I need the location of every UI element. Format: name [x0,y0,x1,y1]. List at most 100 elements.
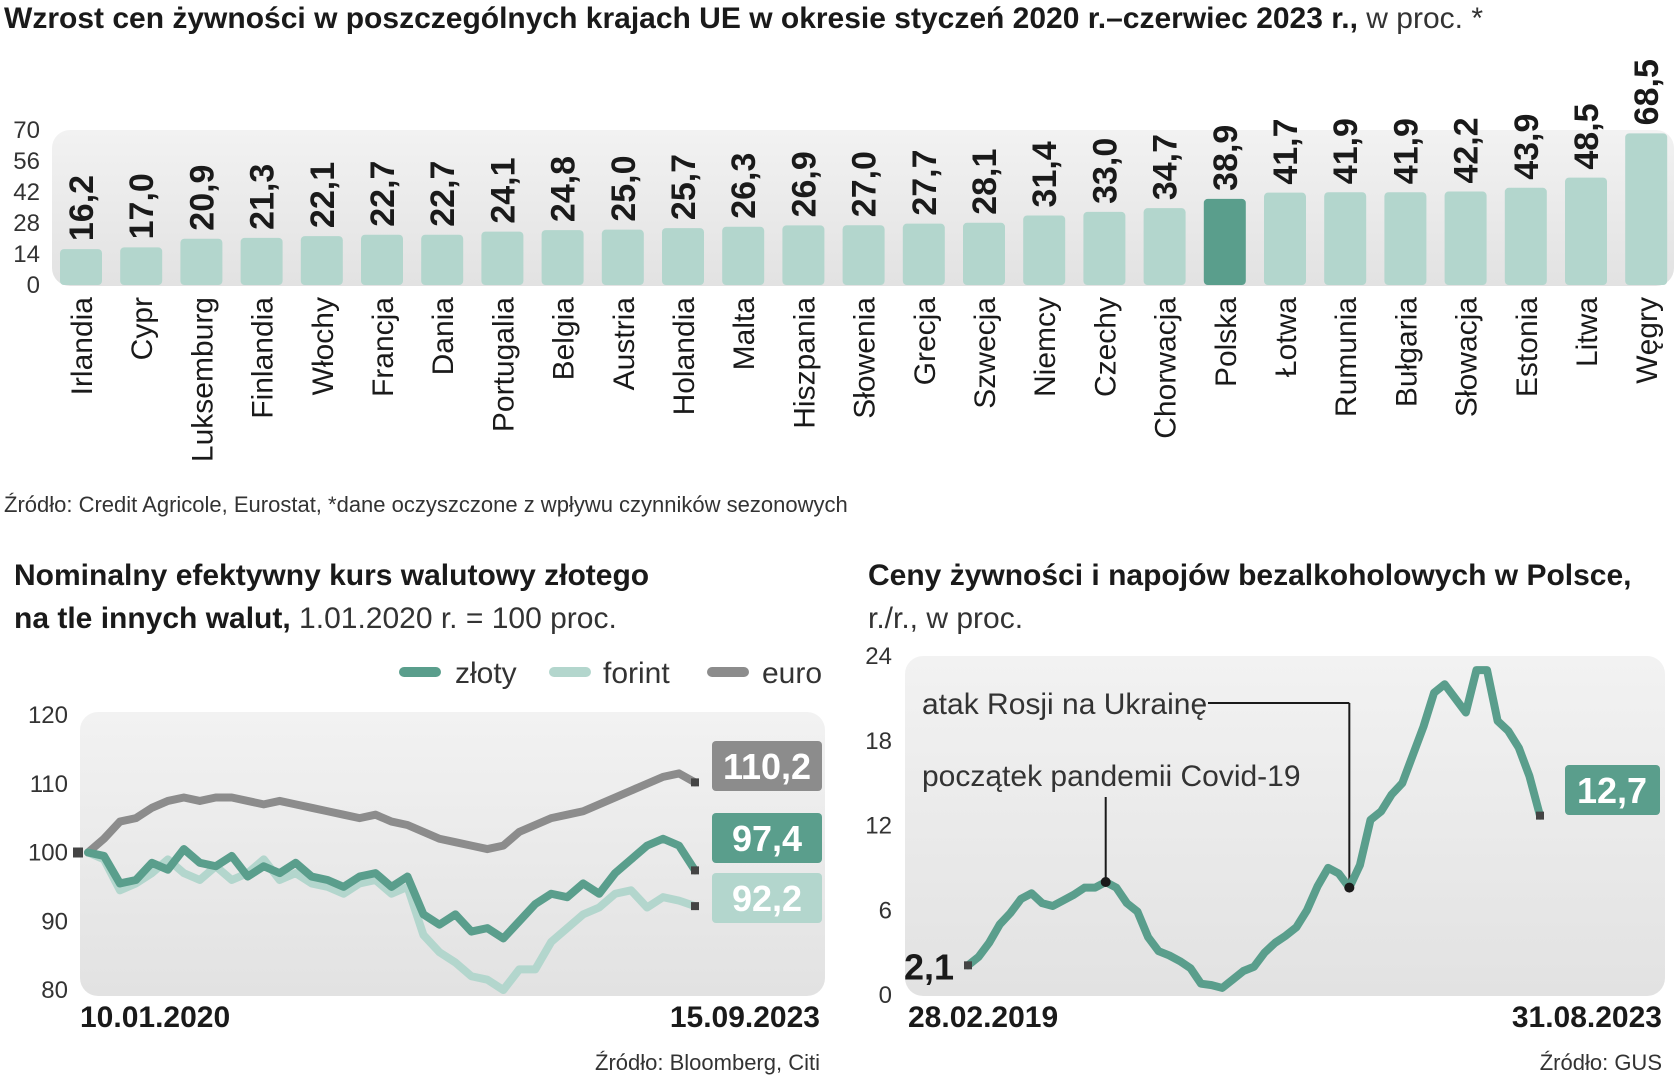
pl-chart-point-labels: 2,1 12,7 [904,765,1660,987]
pl-chart-y-ticks: 0 6 12 18 24 [865,643,892,1009]
bar-value-label-21: 41,9 [1327,118,1365,184]
fx-line-0 [84,834,699,943]
fx-y-tick-0: 80 [41,977,68,1004]
bar-value-label-2: 20,9 [183,165,221,231]
bar-9 [601,229,644,285]
bar-category-label-21: Rumunia [1330,297,1363,417]
bar-y-tick-5: 70 [13,117,40,144]
pl-chart-source: Źródło: GUS [1540,1050,1662,1075]
bar-category-label-24: Estonia [1511,297,1544,397]
bar-value-label-16: 31,4 [1026,141,1064,207]
bar-15 [963,222,1005,285]
bar-category-label-6: Dania [427,297,460,376]
pl-end-label-box [1565,765,1660,815]
bar-category-label-2: Luksemburg [186,297,219,462]
bar-1 [120,247,163,285]
bar-5 [361,234,403,285]
pl-y-tick-4: 24 [865,643,892,670]
bar-value-label-7: 24,1 [484,157,522,223]
bar-value-label-1: 17,0 [123,173,161,239]
bar-value-label-5: 22,7 [364,161,402,227]
bar-category-label-15: Szwecja [969,297,1002,409]
bar-value-label-17: 33,0 [1086,138,1124,204]
bar-value-label-13: 27,0 [846,151,884,217]
bar-7 [481,231,524,285]
bar-22 [1384,192,1427,285]
pl-annotations: atak Rosji na Ukrainę początek pandemii … [922,688,1351,888]
bar-18 [1143,208,1186,285]
bar-11 [722,226,765,285]
bar-y-tick-3: 42 [13,179,40,206]
bar-category-label-11: Malta [728,297,761,371]
bar-chart-title: Wzrost cen żywności w poszczególnych kra… [4,2,1483,35]
fx-line-1 [84,848,699,994]
bar-value-label-10: 25,7 [665,154,703,220]
bar-category-label-20: Łotwa [1270,297,1303,377]
bar-chart-source: Źródło: Credit Agricole, Eurostat, *dane… [4,492,848,517]
bar-23 [1444,191,1487,285]
fx-y-tick-4: 120 [28,702,68,729]
annotation-pandemic: początek pandemii Covid-19 [922,760,1301,793]
bar-category-label-4: Włochy [307,297,340,395]
bar-value-label-15: 28,1 [966,149,1004,215]
bar-value-label-0: 16,2 [63,175,101,241]
bar-8 [541,230,584,285]
bar-value-label-25: 48,5 [1568,103,1606,169]
bar-category-label-25: Litwa [1571,297,1604,367]
legend-label-euro: euro [762,657,822,690]
fx-end-marker-0 [691,866,699,875]
bar-category-label-13: Słowenia [849,297,882,419]
bar-value-label-22: 41,9 [1387,118,1425,184]
fx-chart-title-line2: na tle innych walut, 1.01.2020 r. = 100 … [14,602,617,635]
bar-y-tick-1: 14 [13,241,40,268]
bar-value-label-3: 21,3 [244,164,282,230]
bar-y-tick-4: 56 [13,148,40,175]
bar-2 [180,238,223,285]
bar-category-label-22: Bułgaria [1390,297,1423,407]
pl-x-end-label: 31.08.2023 [1512,1001,1662,1034]
bar-25 [1565,177,1607,285]
bar-chart-category-labels: Irlandia Cypr Luksemburg Finlandia Włochy Fra… [66,297,1664,462]
pl-start-value-label: 2,1 [904,946,954,987]
bar-value-label-9: 25,0 [605,155,643,221]
bar-value-label-20: 41,7 [1267,118,1305,184]
bar-category-label-9: Austria [608,297,641,391]
pl-chart-panel [905,656,1665,996]
fx-start-marker [73,847,83,858]
bar-category-label-17: Czechy [1089,297,1122,397]
bar-value-label-4: 22,1 [304,162,342,228]
bar-value-label-12: 26,9 [785,151,823,217]
bar-3 [240,237,283,285]
pl-line [964,666,1544,992]
pl-chart-subtitle: r./r., w proc. [868,602,1023,635]
pl-end-value-label: 12,7 [1577,770,1647,811]
bar-value-label-19: 38,9 [1207,125,1245,191]
bar-value-label-24: 43,9 [1508,114,1546,180]
bar-category-label-26: Węgry [1631,297,1664,384]
bar-category-label-18: Chorwacja [1150,297,1183,439]
bar-12 [782,225,825,285]
pl-y-tick-0: 0 [879,982,892,1009]
fx-line-2 [84,769,699,857]
fx-chart-lines [73,769,699,994]
bar-category-label-8: Belgia [548,297,581,381]
fx-x-end-label: 15.09.2023 [670,1001,820,1034]
bar-value-label-6: 22,7 [424,161,462,227]
legend-label-forint: forint [603,657,670,690]
bar-chart-bars [60,133,1668,285]
fx-end-label-box-2 [712,741,822,791]
bar-chart-value-labels: 16,2 17,0 20,9 21,3 22,1 22,7 22,7 24,1 24,8 25,0… [63,59,1666,241]
pl-y-tick-3: 18 [865,728,892,755]
bar-value-label-23: 42,2 [1448,117,1486,183]
bar-24 [1504,187,1547,285]
bar-10 [662,228,704,285]
bar-category-label-12: Hiszpania [788,297,821,429]
fx-x-start-label: 10.01.2020 [80,1001,230,1034]
bar-21 [1324,192,1367,285]
bar-category-label-14: Grecja [909,297,942,386]
bar-value-label-8: 24,8 [545,156,583,222]
fx-y-tick-1: 90 [41,908,68,935]
fx-chart-end-labels: 110,2 97,4 92,2 [712,741,822,923]
bar-0 [60,249,102,285]
